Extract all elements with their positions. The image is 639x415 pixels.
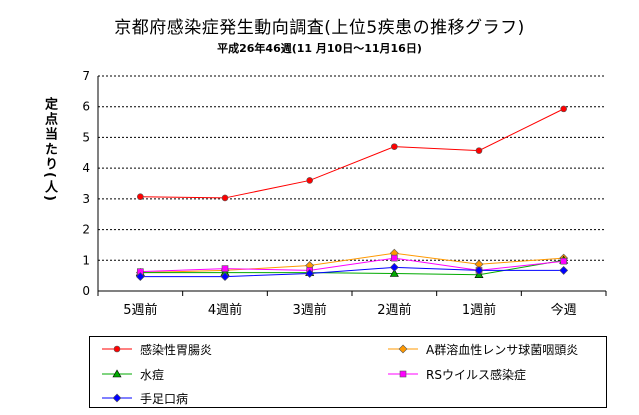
chart-subtitle: 平成26年46週(11 月10日～11月16日) xyxy=(217,42,422,55)
x-tick-label: 今週 xyxy=(551,302,577,318)
data-point xyxy=(391,143,398,150)
y-tick-label: 5 xyxy=(82,130,90,144)
data-point xyxy=(135,272,145,281)
y-tick-label: 1 xyxy=(82,253,90,267)
legend-marker xyxy=(113,345,121,353)
series-line xyxy=(140,257,564,273)
x-tick-label: 3週前 xyxy=(293,302,327,318)
data-point xyxy=(559,265,569,275)
legend-item: 感染性胃腸炎 xyxy=(100,341,212,357)
legend-label: 感染性胃腸炎 xyxy=(140,342,213,357)
series-line xyxy=(140,259,564,276)
legend-marker xyxy=(112,393,122,403)
data-point xyxy=(391,254,398,262)
legend-swatch xyxy=(388,370,418,378)
line-chart: 0 1 2 3 4 5 6 7 5週前 4週前 3週前 2週前 1週前 今週 xyxy=(82,69,607,318)
chart-legend: 感染性胃腸炎 A群溶血性レンサ球菌咽頭炎水痘 RSウイルス感染症手足口病 xyxy=(89,336,607,408)
y-tick-label: 2 xyxy=(82,223,90,237)
y-tick-label: 0 xyxy=(82,284,90,298)
x-tick-label: 5週前 xyxy=(123,302,157,318)
data-point xyxy=(221,265,229,272)
legend-item: RSウイルス感染症 xyxy=(386,366,526,382)
data-point xyxy=(560,105,567,113)
legend-item: A群溶血性レンサ球菌咽頭炎 xyxy=(386,341,578,357)
data-point xyxy=(220,272,230,281)
legend-label: A群溶血性レンサ球菌咽頭炎 xyxy=(426,342,579,357)
data-point xyxy=(474,265,484,275)
series-line xyxy=(140,252,564,274)
data-point xyxy=(475,147,483,154)
legend-marker xyxy=(398,344,408,354)
legend-marker xyxy=(112,369,122,378)
y-tick-label: 4 xyxy=(82,161,90,175)
legend-swatch xyxy=(102,393,132,403)
data-point xyxy=(389,262,399,272)
legend-swatch xyxy=(102,369,132,378)
y-tick-label: 7 xyxy=(82,69,90,83)
legend-marker xyxy=(399,370,407,378)
data-point xyxy=(560,257,567,265)
data-point xyxy=(305,269,315,278)
series-line xyxy=(140,108,564,199)
x-tick-label: 2週前 xyxy=(377,302,411,318)
legend-item: 水痘 xyxy=(100,366,164,382)
legend-swatch xyxy=(388,344,418,354)
legend-label: 水痘 xyxy=(140,367,165,382)
legend-label: RSウイルス感染症 xyxy=(426,367,526,382)
data-point xyxy=(306,177,313,184)
x-tick-label: 1週前 xyxy=(462,302,496,318)
series-line xyxy=(140,266,564,278)
chart-title: 京都府感染症発生動向調査(上位5疾患の推移グラフ) xyxy=(114,18,525,38)
data-point xyxy=(221,194,229,202)
data-point xyxy=(137,193,144,201)
data-point xyxy=(389,268,399,277)
legend-swatch xyxy=(102,345,132,353)
legend-item: 手足口病 xyxy=(100,390,188,406)
legend-label: 手足口病 xyxy=(140,391,189,406)
x-tick-label: 4週前 xyxy=(208,302,242,318)
y-tick-label: 3 xyxy=(82,192,90,206)
y-tick-label: 6 xyxy=(82,100,90,114)
y-axis-label: 定点当たり(人) xyxy=(42,97,57,203)
